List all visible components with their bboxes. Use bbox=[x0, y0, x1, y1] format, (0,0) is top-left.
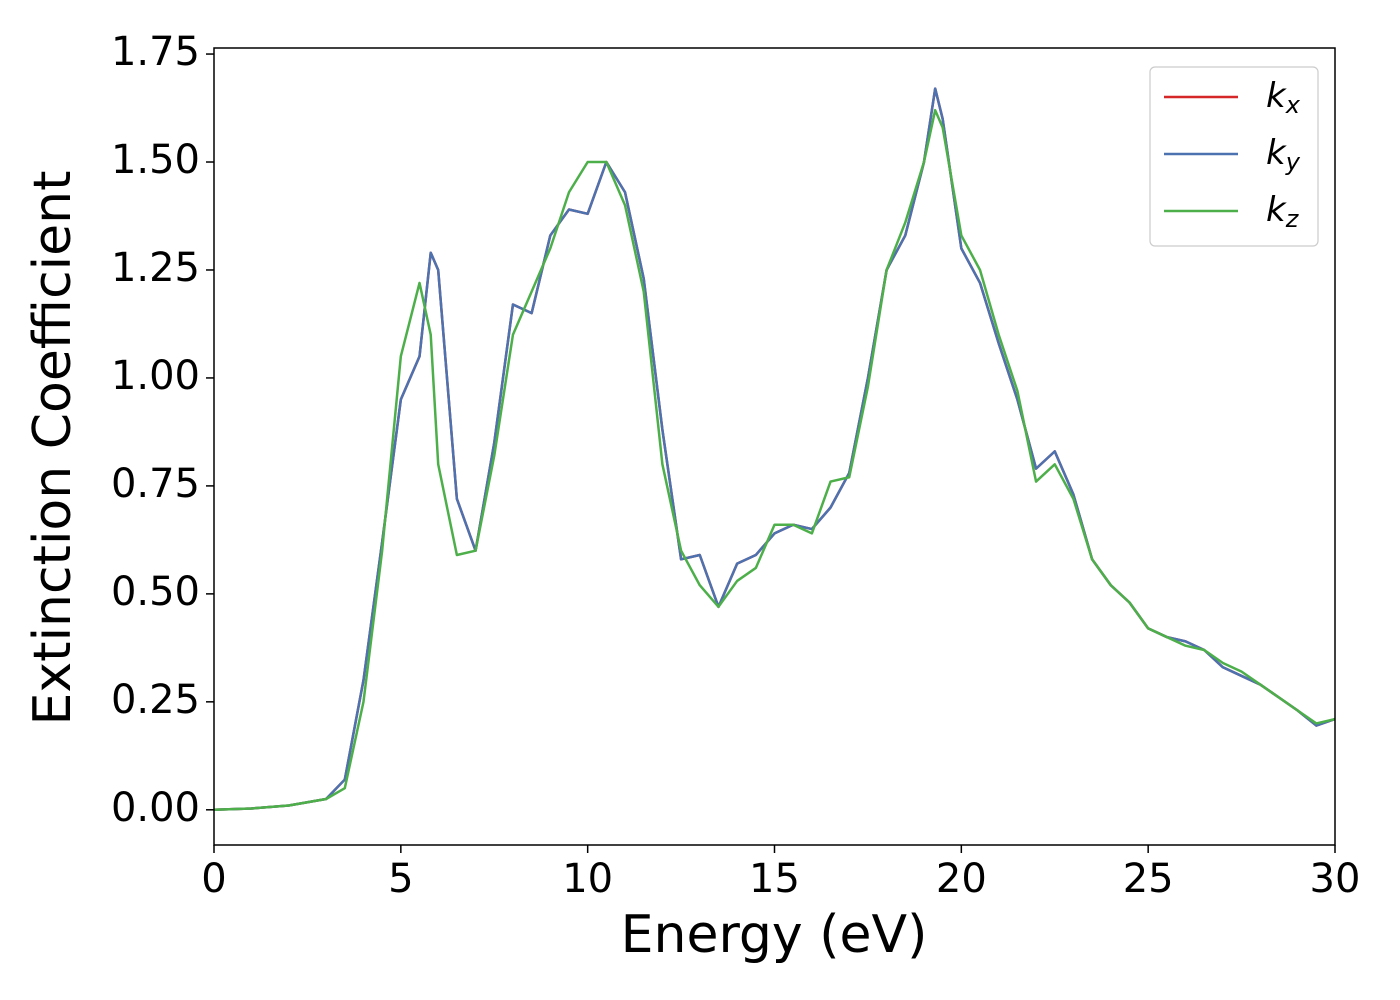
x-tick-label: 10 bbox=[562, 856, 613, 902]
y-tick-label: 1.25 bbox=[111, 245, 200, 291]
y-tick-label: 1.50 bbox=[111, 137, 200, 183]
legend-label: kz bbox=[1266, 190, 1300, 234]
plot-frame bbox=[213, 47, 1336, 846]
y-tick-label: 0.75 bbox=[111, 461, 200, 507]
y-tick-label: 1.00 bbox=[111, 353, 200, 399]
x-tick-label: 5 bbox=[388, 856, 413, 902]
x-tick-label: 30 bbox=[1310, 856, 1361, 902]
y-axis-label: Extinction Coefficient bbox=[23, 171, 83, 726]
y-tick-label: 1.75 bbox=[111, 29, 200, 75]
x-tick-label: 20 bbox=[936, 856, 987, 902]
y-tick-label: 0.00 bbox=[111, 785, 200, 831]
line-series bbox=[214, 108, 1335, 812]
x-tick-label: 25 bbox=[1123, 856, 1174, 902]
legend-box bbox=[1149, 66, 1319, 247]
y-tick-label: 0.25 bbox=[111, 677, 200, 723]
legend-label: ky bbox=[1266, 133, 1301, 177]
legend-label: kx bbox=[1266, 76, 1301, 120]
x-tick-label: 0 bbox=[201, 856, 226, 902]
y-tick-label: 0.50 bbox=[111, 569, 200, 615]
x-tick-label: 15 bbox=[749, 856, 800, 902]
x-axis-label: Energy (eV) bbox=[621, 905, 928, 965]
